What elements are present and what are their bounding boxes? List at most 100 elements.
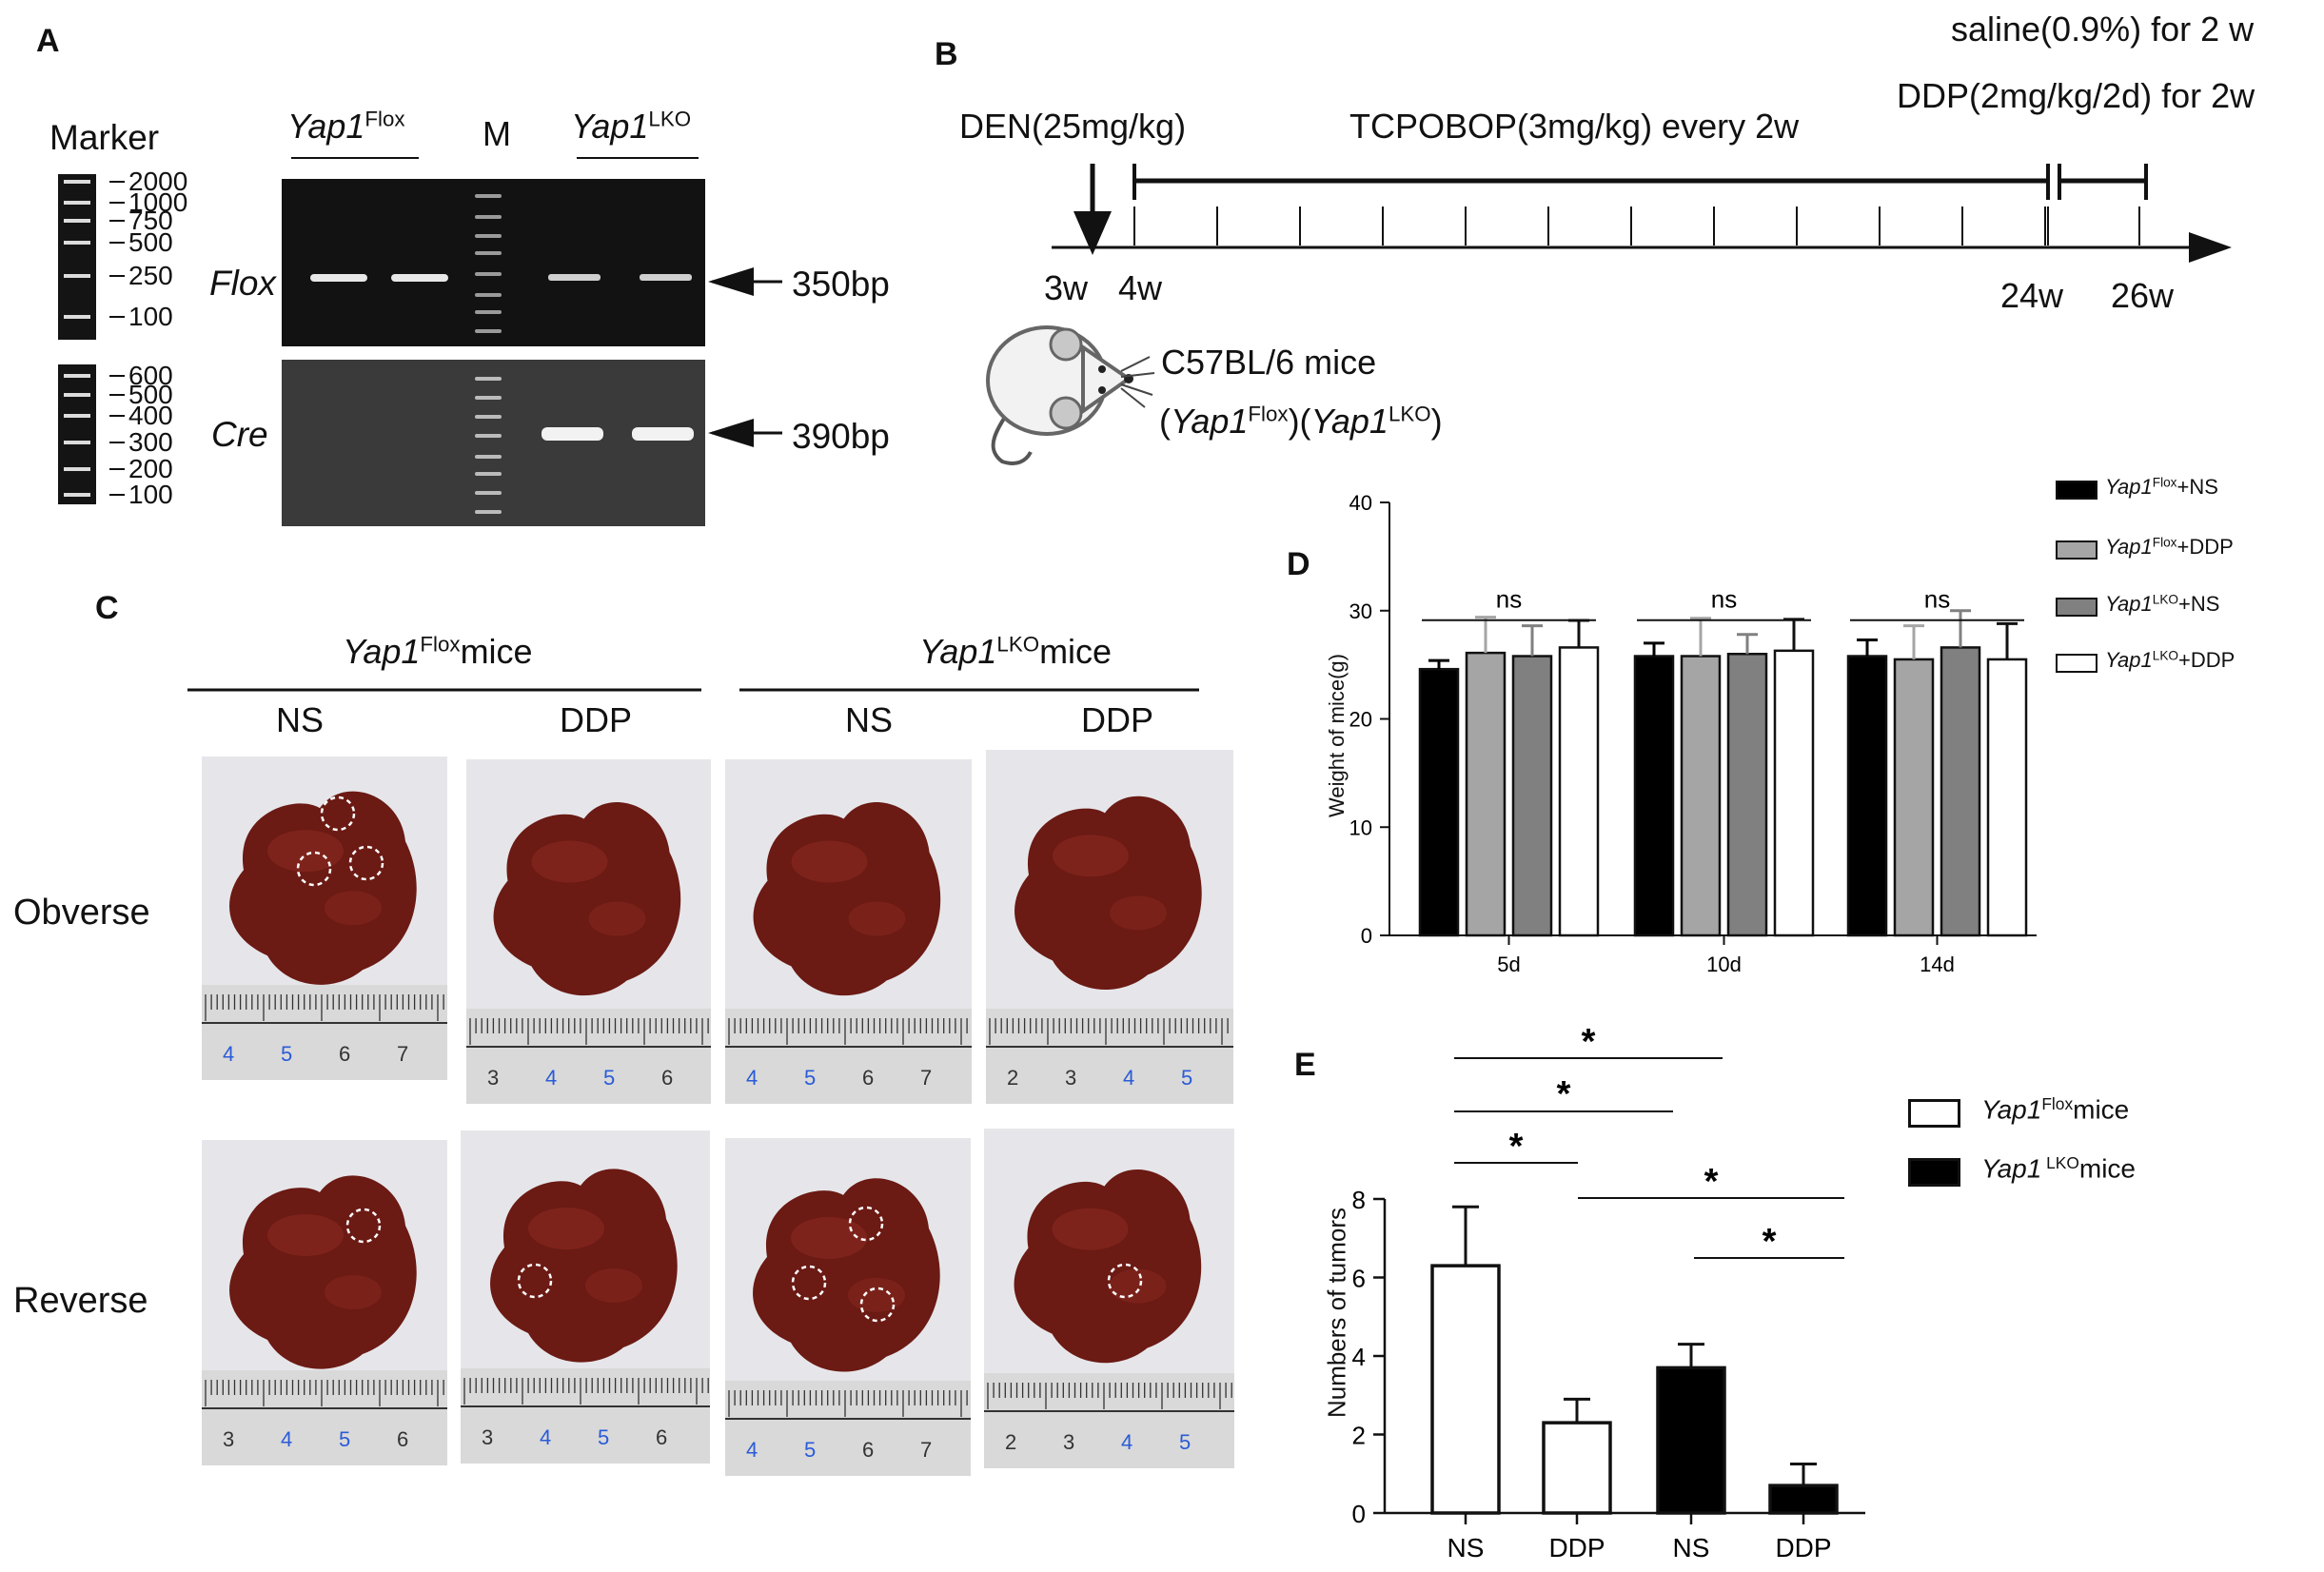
chart-d-bar <box>1940 646 1981 937</box>
ruler-number: 5 <box>804 1066 816 1090</box>
gel-flox <box>282 179 705 346</box>
chart-e-bar <box>1656 1366 1726 1515</box>
timeline-arrowhead <box>2189 232 2232 263</box>
ruler-number: 5 <box>339 1427 350 1451</box>
tumor-circle <box>296 851 332 887</box>
time-4w: 4w <box>1118 268 1163 307</box>
liver-highlight <box>588 901 646 936</box>
chart-e-bar <box>1542 1421 1612 1515</box>
ruler-number: 5 <box>598 1425 609 1449</box>
ladder-label-top: 500 <box>128 227 173 257</box>
ruler-number: 6 <box>661 1066 673 1090</box>
chart-d-ytick-label: 20 <box>1349 708 1372 732</box>
liver-highlight <box>848 1277 905 1312</box>
chart-d-legend-label: Yap1LKO+NS <box>2105 592 2220 616</box>
marker-lane-band <box>475 377 502 381</box>
band-cre-1 <box>542 427 603 441</box>
liver-photo-5: 34567 <box>202 1140 447 1465</box>
chart-e-xtick-label: NS <box>1448 1533 1485 1562</box>
liver-highlight <box>267 830 344 873</box>
ruler-number: 4 <box>746 1066 758 1090</box>
col-ns-2: NS <box>845 700 894 739</box>
chart-d-bar <box>1558 646 1600 937</box>
ladder-gel-bottom <box>58 364 96 504</box>
band-flox-4 <box>640 274 692 281</box>
chart-e-sig-star: * <box>1509 1127 1524 1167</box>
ruler-number: 4 <box>223 1042 234 1066</box>
chart-e-ytick-label: 2 <box>1352 1422 1366 1450</box>
ruler-number: 6 <box>862 1066 874 1090</box>
chart-e-ytick-label: 8 <box>1352 1186 1366 1214</box>
marker-lane-band <box>475 251 502 255</box>
band-flox-2 <box>391 274 448 282</box>
chart-d-legend-swatch <box>2056 481 2098 500</box>
band-flox-3 <box>548 274 601 281</box>
chart-e-xtick-label: NS <box>1673 1533 1710 1562</box>
marker-lane-band <box>475 194 502 198</box>
den-label: DEN(25mg/kg) <box>959 107 1187 146</box>
lane-m-label: M <box>483 114 511 153</box>
marker-lane-band <box>475 396 502 400</box>
chart-d-bar <box>1511 655 1553 937</box>
liver-highlight <box>585 1268 642 1303</box>
liver-highlight <box>1109 1268 1167 1304</box>
ladder-label-bottom: 300 <box>128 427 173 457</box>
saline-label: saline(0.9%) for 2 w <box>1951 10 2255 49</box>
chart-e-sig-star: * <box>1582 1022 1596 1062</box>
ladder-band <box>64 241 90 245</box>
chart-d-annotation: ns <box>1711 585 1737 614</box>
col-ddp-2: DDP <box>1081 700 1154 739</box>
ruler-number: 3 <box>1063 1430 1074 1454</box>
chart-d-weight: 0 10 20 30 40 5d ns 10d ns 14d ns <box>1349 491 2037 976</box>
chart-e-xtick-label: DDP <box>1548 1533 1605 1562</box>
chart-d-bar <box>1773 649 1815 937</box>
ladder-band <box>64 414 90 418</box>
chart-d-legend-label: Yap1LKO+DDP <box>2105 648 2235 672</box>
den-arrowhead <box>1073 211 1112 255</box>
ruler-number: 2 <box>1005 1430 1016 1454</box>
chart-e-legend-label: Yap1Floxmice <box>1981 1094 2130 1125</box>
ruler-number: 7 <box>920 1438 932 1462</box>
ruler-number: 6 <box>656 1425 667 1449</box>
ruler-number: 5 <box>804 1438 816 1462</box>
row-flox-label: Flox <box>209 264 276 303</box>
liver-photo-1: 4 5 6 7 <box>202 757 447 1080</box>
ruler-number: 5 <box>603 1066 615 1090</box>
liver-highlight <box>848 901 906 936</box>
gel-image <box>282 179 705 526</box>
time-24w: 24w <box>2000 276 2064 315</box>
group-flox-mice: Yap1Floxmice <box>343 632 533 671</box>
tumor-circle <box>1107 1263 1143 1299</box>
chart-d-ytick-label: 10 <box>1349 815 1372 839</box>
liver-photo-6: 3 4 5 6 <box>461 1130 710 1464</box>
ladder-band <box>64 374 90 378</box>
ladder-band <box>64 467 90 471</box>
chart-e-sig-star: * <box>1557 1074 1571 1114</box>
chart-e-tumors: 0 2 4 6 8 NS DDP NS DDP * * * * * <box>1352 1022 1865 1562</box>
marker-lane-band <box>475 415 502 419</box>
marker-lane-band <box>475 491 502 495</box>
liver-highlight <box>1053 835 1129 877</box>
liver-highlight <box>267 1213 344 1256</box>
ladder-label-bottom: 200 <box>128 454 173 483</box>
liver-highlight <box>325 891 382 926</box>
col-ns-1: NS <box>276 700 325 739</box>
marker-lane-band <box>475 293 502 297</box>
chart-d-annotation: ns <box>1924 585 1950 614</box>
panel-label-d: D <box>1287 546 1310 582</box>
tcpobop-label: TCPOBOP(3mg/kg) every 2w <box>1349 107 1800 146</box>
time-26w: 26w <box>2111 276 2175 315</box>
chart-e-legend-label: Yap1 LKOmice <box>1981 1153 2137 1184</box>
chart-d-legend-label: Yap1Flox+DDP <box>2105 535 2234 559</box>
marker-lane-band <box>475 510 502 514</box>
ruler-number: 5 <box>1181 1066 1192 1090</box>
ladder-label-bottom: 100 <box>128 480 173 509</box>
chart-e-bar <box>1768 1484 1839 1515</box>
ladder-band <box>64 180 90 184</box>
band-arrows <box>708 267 782 447</box>
ruler-number: 6 <box>862 1438 874 1462</box>
chart-e-ytick-label: 0 <box>1352 1500 1366 1528</box>
chart-d-legend-swatch <box>2056 654 2098 673</box>
band-cre-2 <box>632 427 694 441</box>
chart-e-sig-star: * <box>1704 1162 1719 1202</box>
